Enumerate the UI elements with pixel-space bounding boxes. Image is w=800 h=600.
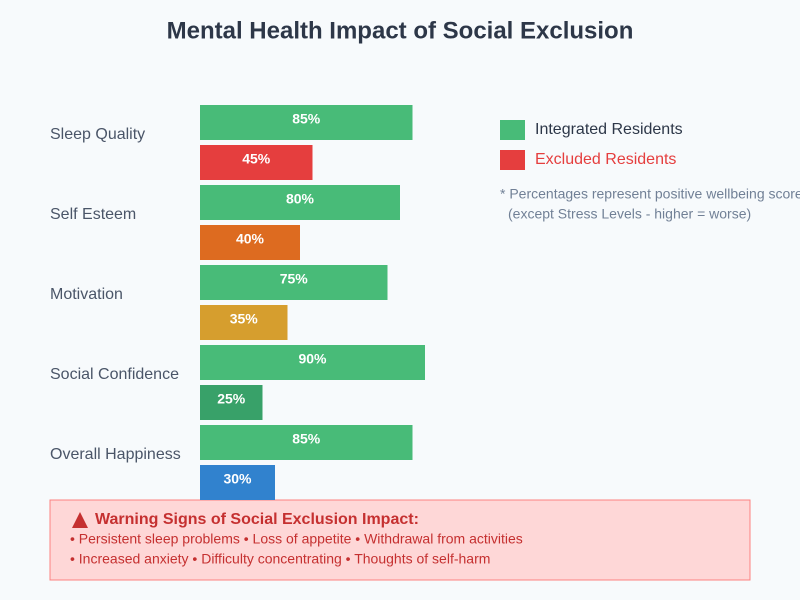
category-label: Sleep Quality — [50, 126, 145, 143]
warning-box — [49, 499, 751, 581]
bar — [200, 145, 313, 180]
legend-label: Excluded Residents — [535, 151, 676, 168]
value-label: 85% — [292, 431, 321, 447]
warning-line: • Increased anxiety • Difficulty concent… — [70, 551, 490, 567]
category-label: Self Esteem — [50, 206, 136, 223]
category-label: Social Confidence — [50, 366, 179, 383]
value-label: 90% — [298, 351, 327, 367]
value-label: 85% — [292, 111, 321, 127]
bar — [200, 425, 413, 460]
value-label: 30% — [223, 471, 252, 487]
bar — [200, 185, 400, 220]
category-label: Overall Happiness — [50, 446, 181, 463]
value-label: 80% — [286, 191, 315, 207]
bar — [200, 465, 275, 500]
warning-icon — [72, 512, 88, 528]
chart-title: Mental Health Impact of Social Exclusion — [167, 17, 634, 44]
legend-label: Integrated Residents — [535, 121, 683, 138]
warning-title: Warning Signs of Social Exclusion Impact… — [95, 511, 419, 528]
bar — [200, 345, 425, 380]
value-label: 75% — [280, 271, 309, 287]
bar — [200, 225, 300, 260]
value-label: 40% — [236, 231, 265, 247]
bar — [200, 305, 288, 340]
bar — [200, 105, 413, 140]
legend-swatch — [500, 120, 525, 140]
note: * Percentages represent positive wellbei… — [500, 186, 800, 202]
bar — [200, 265, 388, 300]
value-label: 25% — [217, 391, 246, 407]
warning-line: • Persistent sleep problems • Loss of ap… — [70, 531, 523, 547]
value-label: 45% — [242, 151, 271, 167]
legend-swatch — [500, 150, 525, 170]
bar — [200, 385, 263, 420]
category-label: Motivation — [50, 286, 123, 303]
note: (except Stress Levels - higher = worse) — [508, 206, 751, 222]
value-label: 35% — [230, 311, 259, 327]
